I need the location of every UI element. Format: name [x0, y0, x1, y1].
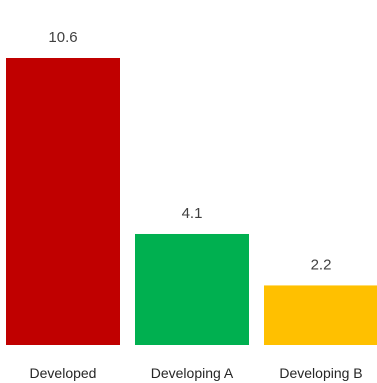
data-labels-group: 10.6 4.1 2.2 [48, 29, 331, 273]
bar-developing-b [264, 285, 377, 345]
bar-developing-a [135, 233, 249, 345]
category-label: Developing A [151, 365, 234, 381]
data-label: 10.6 [48, 29, 77, 46]
category-labels-group: Developed Developing A Developing B [30, 365, 363, 381]
bars-group [6, 58, 377, 345]
bar-developed [6, 58, 120, 345]
category-label: Developed [30, 365, 97, 381]
data-label: 4.1 [182, 205, 203, 222]
category-label: Developing B [279, 365, 362, 381]
data-label: 2.2 [311, 256, 332, 273]
